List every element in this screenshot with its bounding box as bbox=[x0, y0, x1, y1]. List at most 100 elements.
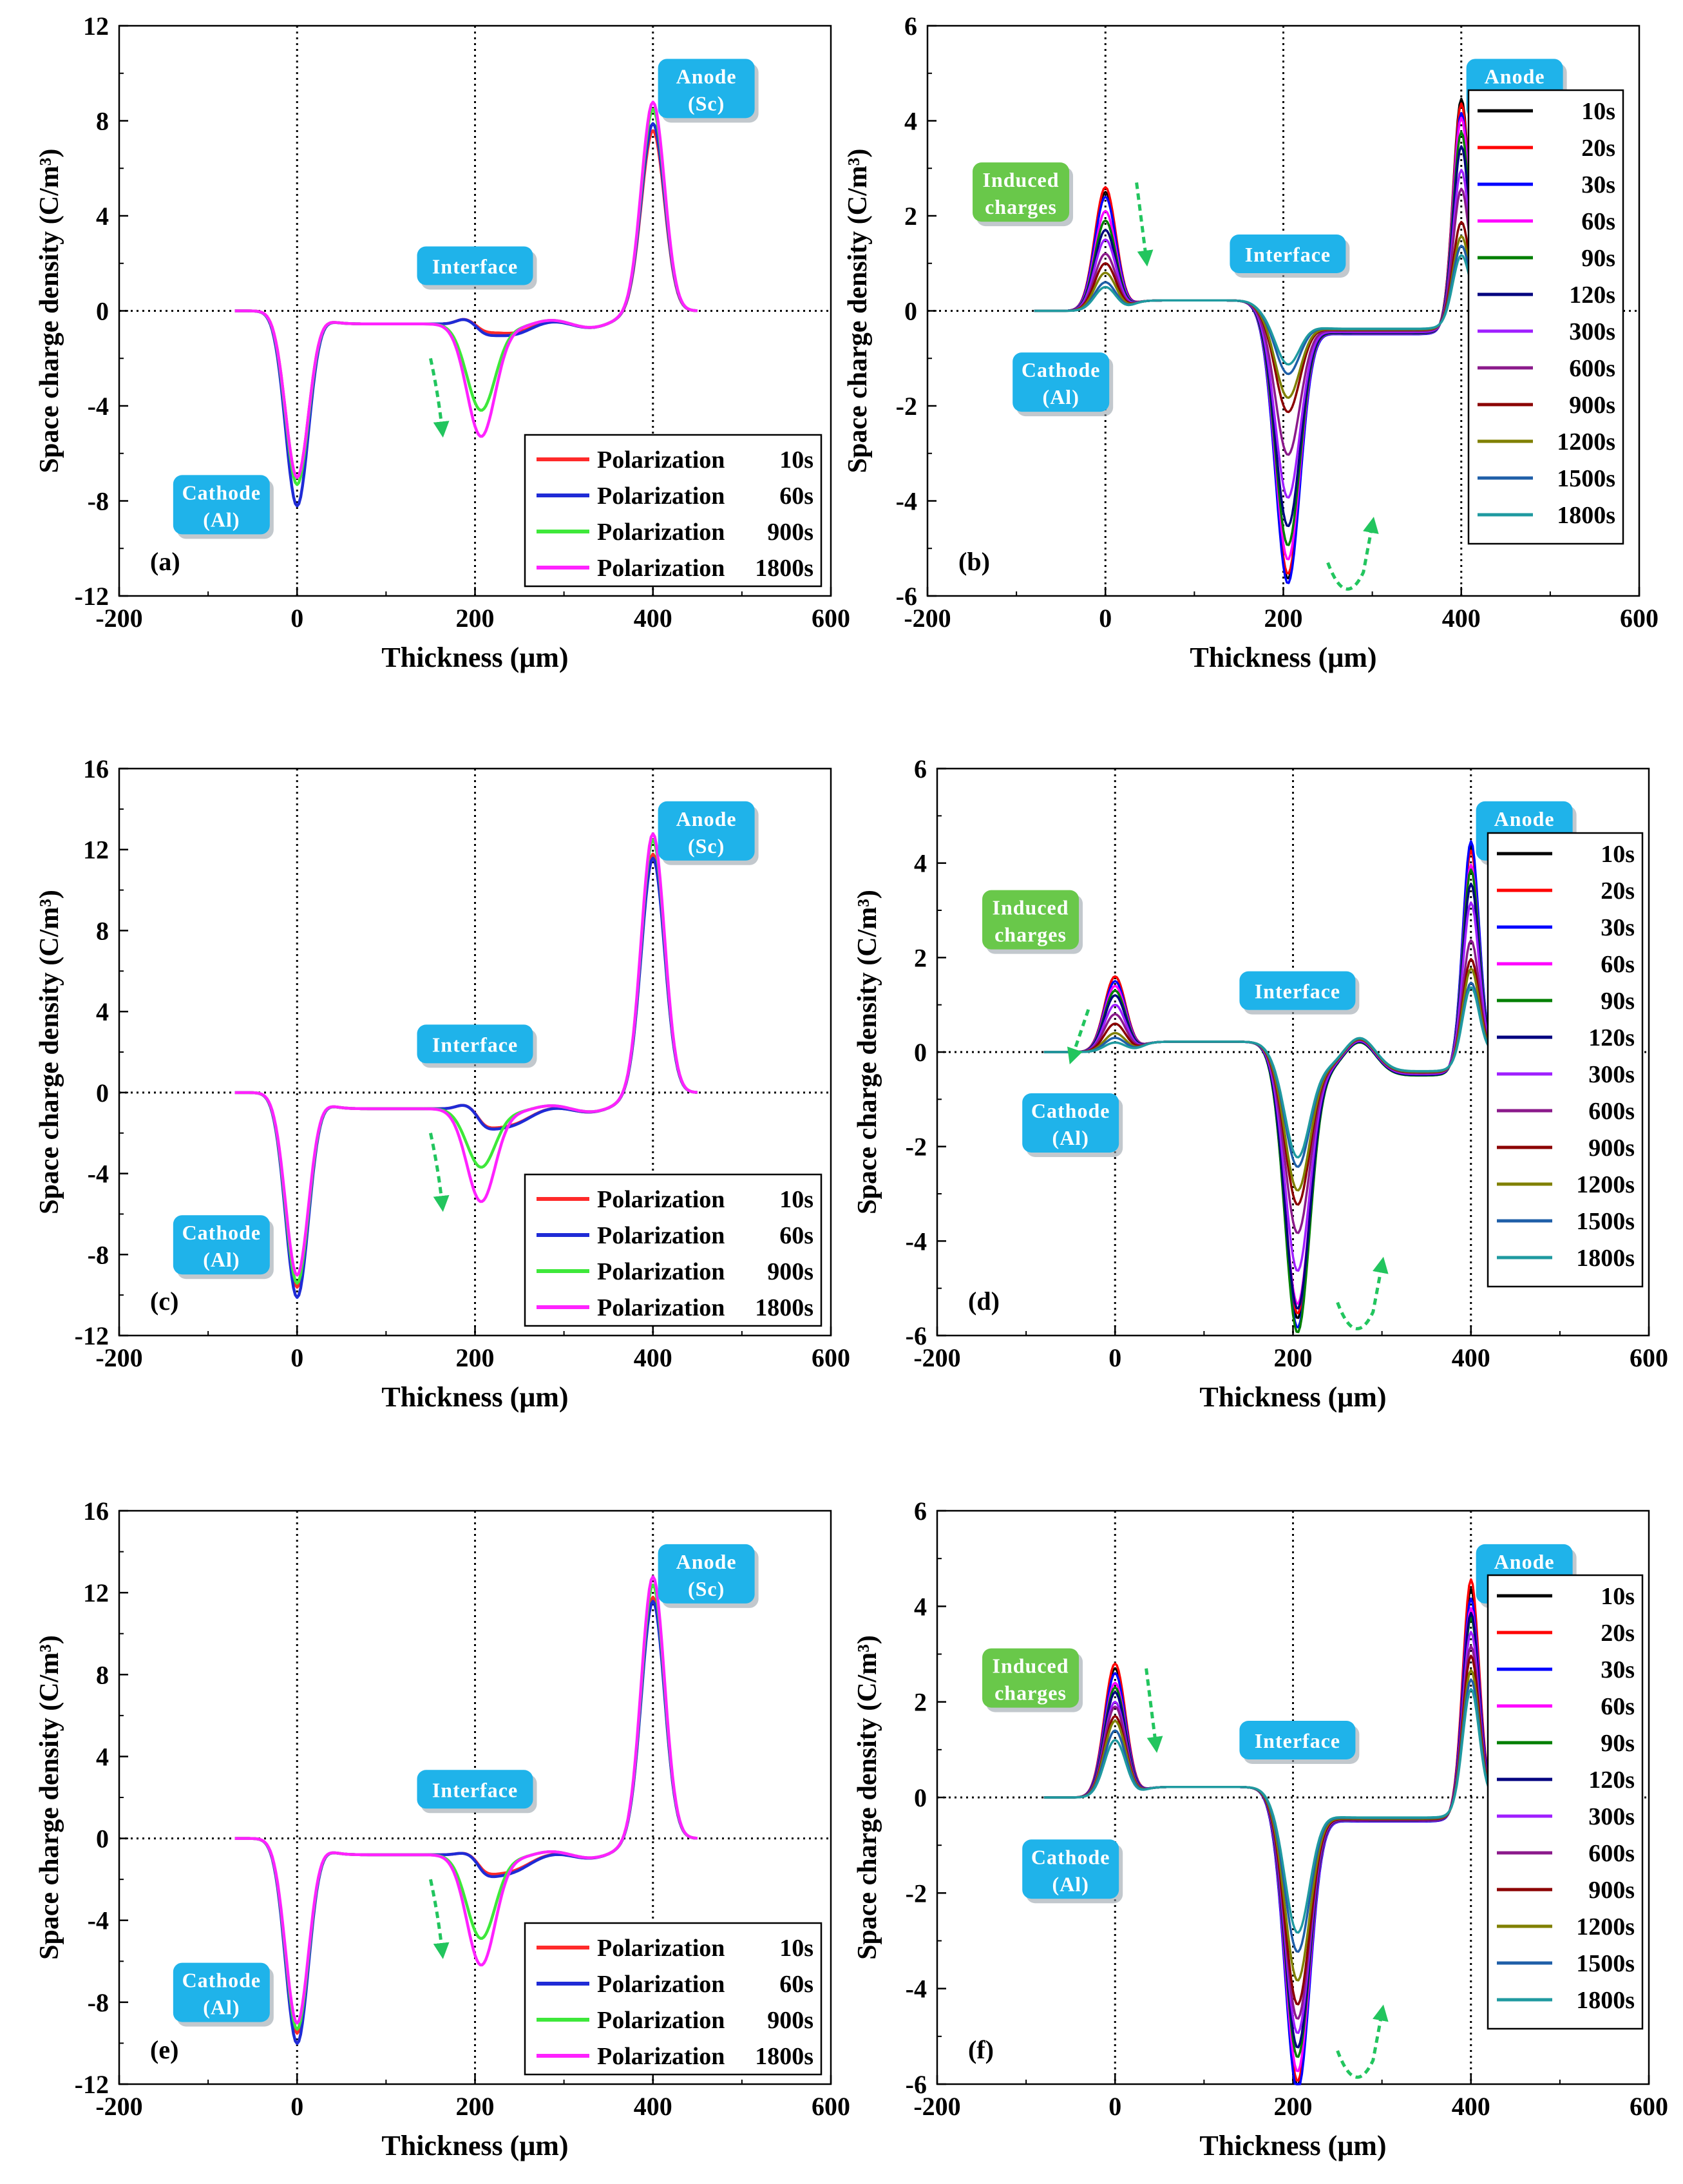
series-line bbox=[1043, 1587, 1498, 2085]
x-tick-label: 600 bbox=[1630, 2092, 1668, 2121]
y-axis-title: Space charge density (C/m³) bbox=[35, 149, 64, 474]
y-tick-label: 2 bbox=[914, 943, 927, 972]
x-tick-label: 0 bbox=[1108, 1343, 1121, 1372]
x-tick-label: 200 bbox=[1274, 1343, 1313, 1372]
trend-arrow bbox=[1336, 1256, 1389, 1330]
x-tick-label: 200 bbox=[456, 604, 495, 633]
legend-series-time: 60s bbox=[1601, 951, 1635, 978]
legend-box bbox=[1487, 1574, 1644, 2030]
legend-series-time: 1500s bbox=[1576, 1208, 1635, 1235]
x-axis-title: Thickness (μm) bbox=[1199, 2130, 1386, 2161]
y-tick-label: -4 bbox=[906, 1975, 927, 2004]
y-tick-label: 2 bbox=[914, 1688, 927, 1717]
cathode-label-text: Cathode bbox=[182, 1221, 261, 1244]
y-tick-label: 4 bbox=[96, 997, 109, 1026]
series-line bbox=[1043, 1645, 1498, 2020]
y-tick-label: -4 bbox=[88, 1906, 109, 1935]
series-line bbox=[1043, 1688, 1498, 1934]
legend-series-time: 20s bbox=[1601, 877, 1635, 905]
interface-label-box: Interface bbox=[1239, 1721, 1360, 1764]
x-tick-label: -200 bbox=[95, 604, 142, 633]
series-line bbox=[1043, 901, 1498, 1272]
series-lines bbox=[234, 832, 698, 1299]
chart-panel: -200 0 200 400 600 -6 -4 -2 0 2 4 6 Thickness (μm) Sp… bbox=[853, 1497, 1668, 2161]
legend-series-name: Polarization bbox=[597, 2007, 725, 2034]
anode-label-text: Anode bbox=[1494, 807, 1555, 830]
series-lines bbox=[1034, 97, 1488, 584]
trend-arrow bbox=[428, 358, 450, 438]
x-axis-title: Thickness (μm) bbox=[381, 642, 568, 673]
series-line bbox=[1043, 986, 1498, 1159]
y-tick-label: -4 bbox=[896, 487, 917, 516]
induced-label-text: Induced bbox=[993, 896, 1069, 919]
series-line bbox=[234, 101, 698, 479]
x-tick-label: -200 bbox=[95, 1343, 142, 1372]
x-tick-label: 600 bbox=[812, 604, 850, 633]
legend-series-name: Polarization bbox=[597, 2043, 725, 2070]
cathode-label-box: Cathode (Al) bbox=[1013, 352, 1114, 417]
x-tick-label: 400 bbox=[634, 604, 672, 633]
trend-arrow bbox=[428, 1879, 450, 1959]
legend-series-time: 20s bbox=[1601, 1620, 1635, 1647]
legend-series-time: 10s bbox=[779, 446, 813, 474]
legend-series-time: 10s bbox=[779, 1935, 813, 1962]
x-tick-label: 0 bbox=[1108, 2092, 1121, 2121]
anode-label-text: Anode bbox=[676, 807, 737, 830]
y-tick-label: 0 bbox=[96, 1825, 109, 1854]
y-tick-label: 0 bbox=[914, 1783, 927, 1812]
legend-box bbox=[1487, 832, 1644, 1288]
cathode-label-text: (Al) bbox=[203, 508, 240, 531]
y-tick-label: 8 bbox=[96, 1660, 109, 1689]
trend-arrow bbox=[1336, 2004, 1389, 2079]
legend-box bbox=[1467, 89, 1624, 545]
x-tick-label: 400 bbox=[1442, 604, 1481, 633]
legend-series-time: 60s bbox=[779, 483, 813, 510]
anode-label-box: Anode (Sc) bbox=[658, 59, 759, 123]
legend-series-time: 900s bbox=[767, 1258, 813, 1285]
cathode-label-text: (Al) bbox=[1052, 1126, 1089, 1149]
anode-label-text: (Sc) bbox=[688, 1577, 725, 1600]
legend-series-time: 1200s bbox=[1557, 428, 1615, 455]
y-tick-label: 12 bbox=[83, 1578, 109, 1607]
legend-series-time: 900s bbox=[767, 519, 813, 546]
y-tick-label: -2 bbox=[906, 1133, 927, 1162]
y-tick-label: -4 bbox=[88, 392, 109, 421]
legend-series-time: 300s bbox=[1588, 1803, 1635, 1830]
legend: 10s 20s 30s 60s 90s 120s 300s 600s 900s 1200s 1500… bbox=[1487, 1574, 1644, 2030]
legend: Polarization 10s Polarization 60s Polarizati… bbox=[524, 434, 822, 588]
cathode-label-text: (Al) bbox=[1052, 1872, 1089, 1895]
x-tick-label: 0 bbox=[290, 1343, 303, 1372]
interface-label-box: Interface bbox=[417, 1024, 537, 1068]
cathode-label-text: Cathode bbox=[182, 481, 261, 504]
interface-label-box: Interface bbox=[1239, 971, 1360, 1015]
cathode-label-box: Cathode (Al) bbox=[173, 475, 274, 539]
interface-label-box: Interface bbox=[417, 246, 537, 290]
series-line bbox=[1043, 840, 1498, 1329]
y-axis-title: Space charge density (C/m³) bbox=[853, 1635, 882, 1960]
legend-series-time: 60s bbox=[779, 1971, 813, 1998]
legend-series-name: Polarization bbox=[597, 1222, 725, 1249]
y-tick-label: 12 bbox=[83, 12, 109, 41]
legend-series-time: 300s bbox=[1588, 1061, 1635, 1088]
y-axis-title: Space charge density (C/m³) bbox=[35, 1635, 64, 1960]
panel-label: (a) bbox=[150, 547, 180, 576]
legend-series-time: 120s bbox=[1569, 282, 1615, 309]
interface-label-box: Interface bbox=[1230, 235, 1350, 278]
cathode-label-box: Cathode (Al) bbox=[173, 1962, 274, 2027]
legend-series-time: 20s bbox=[1581, 135, 1615, 162]
legend-series-time: 1800s bbox=[1576, 1245, 1635, 1272]
legend: Polarization 10s Polarization 60s Polarizati… bbox=[524, 1173, 822, 1327]
legend: 10s 20s 30s 60s 90s 120s 300s 600s 900s 1200s 1500… bbox=[1467, 89, 1624, 545]
chart-panel: -200 0 200 400 600 -12 -8 -4 0 4 8 12 16 Thickness (μ… bbox=[35, 1497, 850, 2161]
chart-panel: -200 0 200 400 600 -6 -4 -2 0 2 4 6 Thickness (μm) Sp… bbox=[843, 12, 1659, 673]
legend-series-time: 90s bbox=[1581, 245, 1615, 272]
chart-panel: -200 0 200 400 600 -12 -8 -4 0 4 8 12 16 Thickness (μ… bbox=[35, 754, 850, 1413]
legend: 10s 20s 30s 60s 90s 120s 300s 600s 900s 1200s 1500… bbox=[1487, 832, 1644, 1288]
x-tick-label: 400 bbox=[1452, 1343, 1490, 1372]
y-tick-label: -12 bbox=[75, 1321, 109, 1350]
anode-label-text: (Sc) bbox=[688, 91, 725, 115]
legend-series-time: 1800s bbox=[1576, 1987, 1635, 2014]
y-tick-label: 4 bbox=[914, 1592, 927, 1621]
y-tick-label: 8 bbox=[96, 916, 109, 945]
x-tick-label: 0 bbox=[1099, 604, 1112, 633]
